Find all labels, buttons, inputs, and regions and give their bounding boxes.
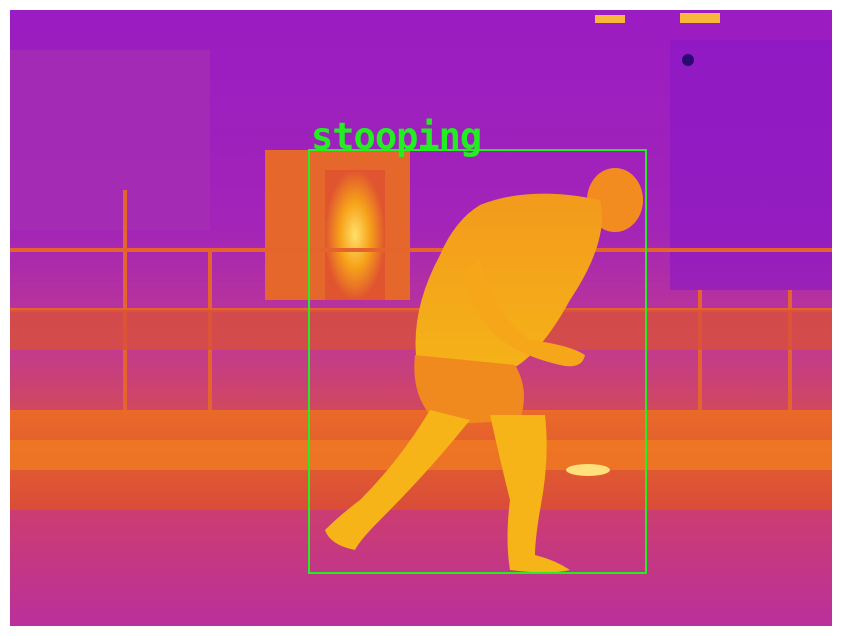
light-top-1: [595, 15, 625, 23]
dark-spot: [682, 54, 694, 66]
person-front-leg: [490, 415, 570, 573]
thermal-image: stooping: [10, 10, 832, 626]
light-top-2: [680, 13, 720, 23]
thermal-scene: [10, 10, 832, 626]
detection-box: [308, 149, 647, 574]
ground-reflection: [566, 464, 610, 476]
person-torso: [415, 193, 602, 380]
warm-structure-core: [325, 170, 385, 300]
person: [325, 168, 643, 573]
building-right: [670, 40, 832, 290]
detection-label: stooping: [311, 115, 482, 158]
person-back-leg: [325, 410, 470, 550]
person-arm: [465, 260, 585, 367]
person-shorts: [414, 355, 524, 425]
building-left: [10, 50, 210, 230]
walkway-lower: [10, 510, 832, 626]
